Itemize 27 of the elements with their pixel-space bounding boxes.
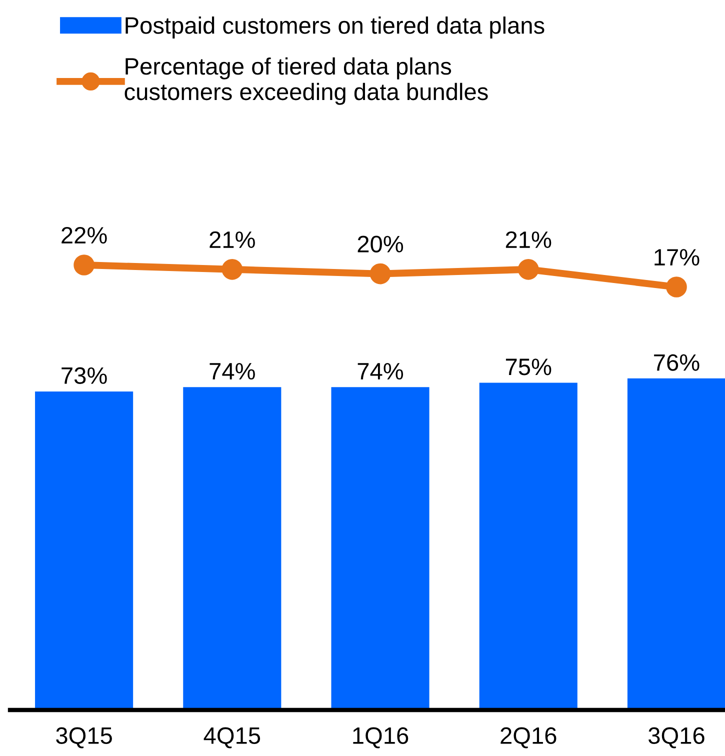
data-label: 75% [506,358,552,376]
point [666,276,687,298]
data-label: 20% [358,236,404,252]
bar [331,387,430,710]
data-label: 21% [210,231,255,248]
data-label: 76% [654,354,700,371]
bar [35,391,134,710]
x-tick-label: 3Q16 [648,727,704,748]
data-label: 74% [358,363,404,380]
x-tick-label: 3Q15 [56,727,112,748]
point [222,258,243,280]
legend-label: Percentage of tiered data plans customers exceeding data bundles [124,57,488,105]
data-label: 74% [210,363,255,380]
point [370,263,391,284]
point [518,258,539,280]
data-label: 17% [654,249,700,266]
data-label: 22% [62,226,107,244]
bar [183,387,282,710]
x-tick-label: 2Q16 [500,727,556,748]
data-label: 21% [506,231,552,248]
x-tick-label: 1Q16 [353,727,408,748]
data-label: 73% [62,367,107,384]
legend-label: Postpaid customers on tiered data plans [126,16,544,39]
x-tick-label: 4Q15 [204,727,260,748]
bar [627,378,725,710]
bar [479,382,578,710]
point [74,254,94,276]
